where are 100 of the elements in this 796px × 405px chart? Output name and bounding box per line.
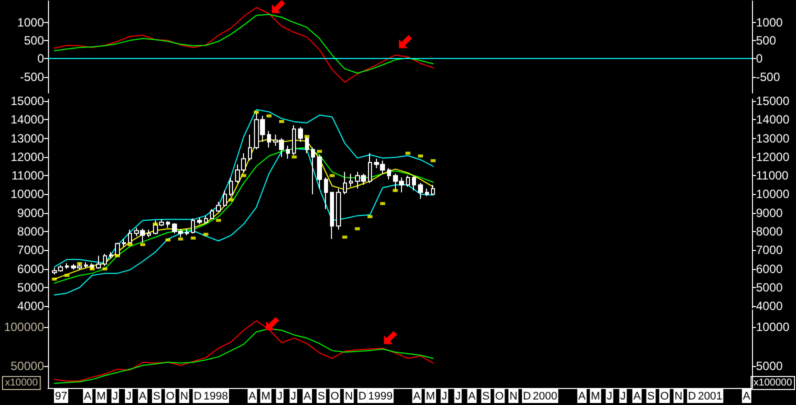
candlestick — [248, 134, 252, 162]
x-tick-label: A — [578, 390, 586, 402]
y-tick-label: 8000 — [17, 224, 44, 239]
x-tick-label: J — [290, 390, 296, 402]
x-tick-label: 1998 — [204, 390, 228, 402]
candlestick — [84, 262, 88, 268]
candlestick — [96, 255, 101, 270]
candlestick — [311, 147, 315, 195]
x-tick-label: S — [647, 390, 655, 402]
x-tick-label: D — [194, 390, 202, 402]
candlestick — [128, 229, 132, 244]
x-tick-label: A — [84, 390, 92, 402]
candlestick — [418, 182, 423, 200]
x-tick-label: M — [426, 390, 436, 402]
candlestick — [317, 154, 322, 190]
y2-tick-label: 10000 — [756, 187, 790, 202]
x-tick-label: M — [590, 390, 600, 402]
y2-tick-label: -500 — [756, 70, 780, 84]
text: x10000 — [5, 378, 38, 388]
x-tick-label: A — [468, 390, 476, 402]
x-tick-label: J — [277, 390, 283, 402]
candlestick — [387, 168, 391, 180]
candlestick — [191, 218, 195, 234]
candlestick — [349, 173, 353, 188]
y-tick-label: 12000 — [10, 150, 44, 164]
candlestick — [197, 217, 202, 225]
y-tick-label: 4000 — [17, 299, 44, 314]
x-tick-label: N — [509, 390, 518, 402]
x-tick-label: 97 — [54, 390, 68, 402]
y-tick-label: 100000 — [4, 320, 44, 334]
candlestick — [185, 228, 189, 236]
y2-tick-label: 5000 — [756, 280, 784, 294]
x-tick-label: J — [455, 390, 461, 402]
candlestick — [210, 208, 214, 220]
x-tick-label: 1999 — [368, 390, 393, 402]
x-tick-label: J — [442, 390, 448, 402]
x-tick-label: A — [633, 390, 642, 402]
text: x100000 — [754, 378, 792, 388]
x-tick-label: 2000 — [532, 390, 558, 402]
candlestick — [286, 145, 290, 160]
x-tick-label: N — [180, 390, 188, 402]
y-tick-label: 10000 — [10, 187, 44, 202]
candlestick — [412, 176, 416, 192]
y-tick-label: -500 — [20, 70, 44, 84]
candlestick — [431, 184, 435, 195]
x-tick-label: N — [674, 390, 683, 402]
candlestick — [109, 252, 113, 260]
x-tick-label: O — [330, 390, 340, 402]
candlestick — [343, 171, 347, 195]
candlestick — [122, 238, 126, 247]
y2-tick-label: 14000 — [756, 112, 790, 127]
x-tick-label: O — [660, 390, 670, 402]
x-tick-label: D — [522, 390, 531, 402]
y2-tick-label: 5000 — [756, 359, 784, 374]
x-tick-label: S — [153, 390, 160, 402]
line-series — [54, 109, 434, 268]
x-tick-label: D — [688, 390, 696, 402]
candlestick — [223, 190, 227, 207]
candlestick — [324, 176, 328, 210]
x-tick-label: J — [606, 390, 612, 402]
x-tick-label: J — [112, 390, 118, 402]
candlestick — [330, 192, 334, 240]
x-tick-label: J — [126, 390, 132, 402]
x-tick-label: M — [96, 390, 106, 402]
x-tick-label: A — [413, 390, 422, 402]
y-tick-label: 500 — [24, 34, 44, 48]
y-tick-label: 9000 — [17, 206, 44, 220]
candlestick — [159, 218, 164, 226]
y-tick-label: 15000 — [10, 94, 44, 108]
x-tick-label: S — [318, 390, 325, 402]
x-tick-label: O — [166, 390, 175, 402]
x-tick-label: J — [620, 390, 626, 402]
y-tick-label: 5000 — [17, 280, 44, 294]
y-tick-label: 1000 — [17, 16, 44, 30]
candlestick — [336, 188, 341, 230]
y2-tick-label: 11000 — [756, 168, 789, 183]
y-tick-label: 13000 — [10, 131, 44, 146]
candlestick — [406, 175, 410, 188]
x-tick-label: O — [495, 390, 504, 402]
candlestick — [368, 152, 372, 184]
y2-tick-label: 12000 — [756, 150, 790, 164]
y2-tick-label: 500 — [756, 34, 776, 48]
line-series — [54, 6, 434, 83]
x-tick-label: M — [261, 390, 270, 402]
y-tick-label: 7000 — [17, 243, 44, 258]
x-tick-label: A — [742, 390, 751, 402]
y2-tick-label: 8000 — [756, 224, 784, 239]
y-tick-label: 6000 — [17, 262, 44, 276]
candlestick — [204, 215, 208, 224]
candlestick — [147, 229, 151, 238]
x-tick-label: A — [248, 390, 257, 402]
y2-tick-label: 0 — [756, 52, 763, 66]
x-tick-label: A — [304, 390, 312, 402]
y2-tick-label: 4000 — [756, 299, 784, 314]
x-tick-label: S — [482, 390, 490, 402]
candlestick — [425, 188, 429, 197]
x-tick-label: A — [139, 390, 148, 402]
y-tick-label: 50000 — [10, 359, 44, 374]
y2-tick-label: 10000 — [756, 320, 790, 334]
candlestick — [65, 262, 69, 270]
